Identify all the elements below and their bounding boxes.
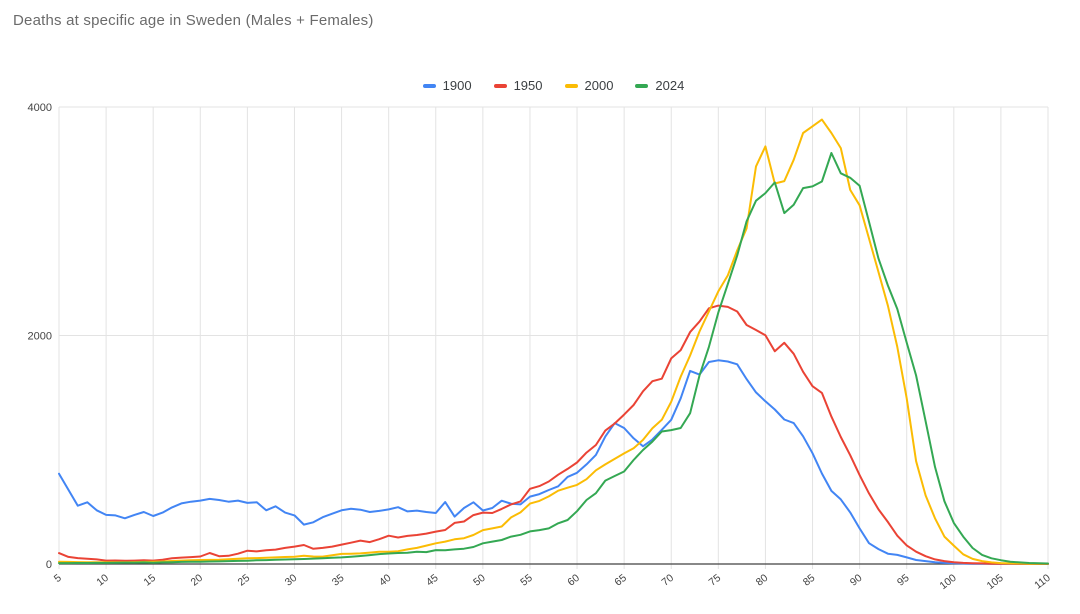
series-line-2000[interactable] (58, 118, 1049, 565)
legend-marker-1950 (493, 83, 507, 88)
x-tick-labels: 5 10 15 20 25 30 35 40 45 50 55 60 65 70 75 80 85 90 95 100… (52, 572, 1053, 592)
x-tick-label: 70 (659, 572, 676, 589)
y-tick-label: 2000 (28, 331, 52, 343)
x-tick-label: 80 (754, 572, 771, 589)
series-lines (58, 118, 1049, 565)
x-tick-label: 100 (937, 572, 958, 592)
x-tick-label: 65 (612, 572, 629, 589)
x-tick-label: 5 (52, 572, 64, 585)
x-tick-label: 105 (985, 572, 1006, 592)
legend-marker-2000 (564, 83, 578, 88)
legend-marker-1900 (422, 83, 436, 88)
chart-title: Deaths at specific age in Sweden (Males … (13, 12, 374, 29)
x-tick-label: 35 (330, 572, 347, 589)
x-tick-label: 75 (707, 572, 724, 589)
x-tick-label: 55 (518, 572, 535, 589)
x-tick-label: 90 (848, 572, 865, 589)
y-tick-label: 4000 (28, 102, 52, 114)
x-tick-label: 20 (189, 572, 206, 589)
series-line-1900[interactable] (58, 359, 1049, 565)
x-tick-label: 30 (283, 572, 300, 589)
legend-item-1900[interactable]: 1900 (422, 78, 472, 93)
x-tick-label: 15 (141, 572, 158, 589)
x-tick-label: 50 (471, 572, 488, 589)
legend-label-1950: 1950 (513, 78, 543, 93)
y-tick-labels: 0 2000 4000 (28, 102, 52, 571)
x-tick-label: 10 (94, 572, 111, 589)
x-tick-label: 85 (801, 572, 818, 589)
series-line-1950[interactable] (58, 304, 1049, 565)
legend-label-1900: 1900 (442, 78, 472, 93)
x-tick-label: 45 (424, 572, 441, 589)
legend-label-2000: 2000 (584, 78, 614, 93)
x-tick-label: 60 (565, 572, 582, 589)
vertical-gridlines (58, 107, 1049, 569)
series-line-2024[interactable] (58, 152, 1049, 565)
legend-item-2000[interactable]: 2000 (564, 78, 614, 93)
x-tick-label: 25 (236, 572, 253, 589)
legend-item-2024[interactable]: 2024 (635, 78, 684, 93)
legend: 1900 1950 2000 2024 (59, 78, 1048, 93)
y-tick-label: 0 (46, 559, 52, 571)
x-tick-label: 95 (895, 572, 912, 589)
legend-marker-2024 (635, 83, 649, 88)
legend-item-1950[interactable]: 1950 (493, 78, 543, 93)
horizontal-gridlines (59, 106, 1048, 336)
legend-label-2024: 2024 (655, 78, 685, 93)
x-tick-label: 110 (1032, 572, 1053, 592)
x-tick-label: 40 (377, 572, 394, 589)
